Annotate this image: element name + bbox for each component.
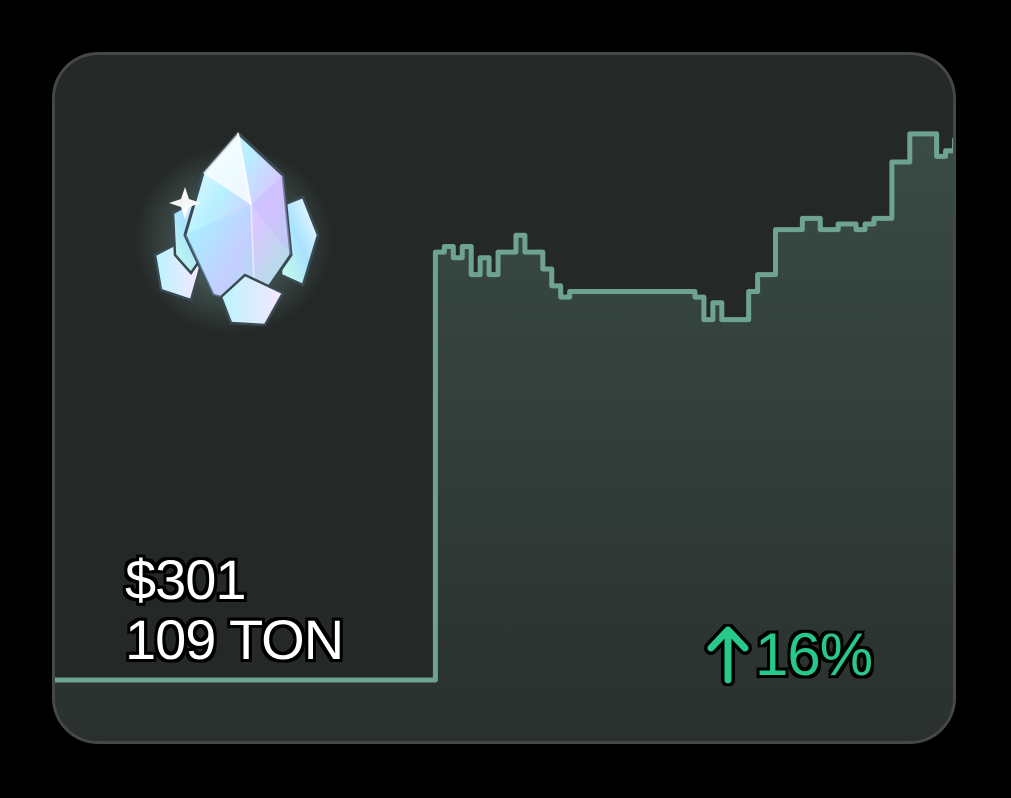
price-block: $301 109 TON bbox=[125, 548, 344, 671]
chart-area bbox=[55, 133, 953, 741]
chart-line bbox=[55, 131, 953, 683]
price-card[interactable]: $301 109 TON 16% bbox=[52, 52, 956, 744]
price-ton: 109 TON bbox=[125, 608, 344, 671]
price-usd: $301 bbox=[125, 548, 247, 611]
crystal-gem-icon bbox=[133, 130, 333, 335]
price-change-percent: 16% bbox=[755, 621, 873, 688]
price-chart bbox=[55, 131, 953, 741]
price-change: 16% bbox=[703, 621, 873, 688]
arrow-up-icon bbox=[704, 624, 752, 686]
